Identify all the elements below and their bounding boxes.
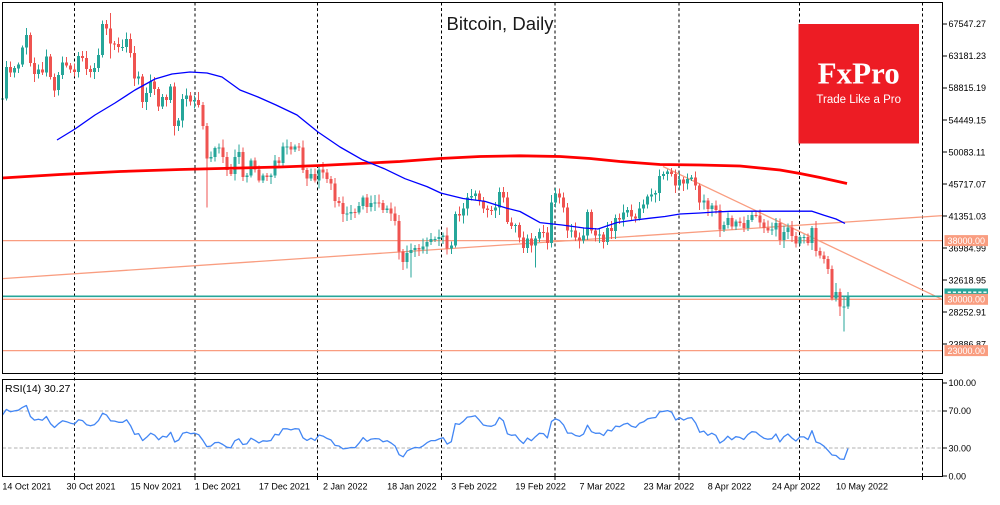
svg-text:45717.07: 45717.07: [949, 179, 987, 189]
svg-text:10 May 2022: 10 May 2022: [836, 482, 888, 492]
svg-text:Trade Like a Pro: Trade Like a Pro: [816, 94, 901, 106]
svg-text:67547.27: 67547.27: [949, 19, 987, 29]
svg-text:30.00: 30.00: [949, 443, 972, 453]
svg-text:100.00: 100.00: [949, 378, 977, 388]
svg-text:28252.91: 28252.91: [949, 307, 987, 317]
svg-text:30000.00: 30000.00: [948, 295, 986, 305]
svg-text:70.00: 70.00: [949, 406, 972, 416]
svg-text:30 Oct 2021: 30 Oct 2021: [67, 482, 116, 492]
svg-text:FxPro: FxPro: [818, 56, 900, 91]
svg-text:7 Mar 2022: 7 Mar 2022: [580, 482, 626, 492]
svg-text:RSI(14) 30.27: RSI(14) 30.27: [5, 383, 71, 395]
svg-text:2 Jan 2022: 2 Jan 2022: [323, 482, 368, 492]
svg-text:63181.23: 63181.23: [949, 51, 987, 61]
svg-text:38000.00: 38000.00: [948, 236, 986, 246]
svg-text:54449.15: 54449.15: [949, 115, 987, 125]
svg-text:32618.95: 32618.95: [949, 275, 987, 285]
svg-text:Bitcoin, Daily: Bitcoin, Daily: [447, 13, 555, 34]
svg-text:58815.19: 58815.19: [949, 83, 987, 93]
svg-text:41351.03: 41351.03: [949, 211, 987, 221]
svg-text:23 Mar 2022: 23 Mar 2022: [644, 482, 695, 492]
svg-text:36984.99: 36984.99: [949, 243, 987, 253]
svg-text:19 Feb 2022: 19 Feb 2022: [515, 482, 566, 492]
svg-text:24 Apr 2022: 24 Apr 2022: [772, 482, 821, 492]
svg-text:17 Dec 2021: 17 Dec 2021: [259, 482, 310, 492]
svg-text:3 Feb 2022: 3 Feb 2022: [451, 482, 497, 492]
svg-text:23886.87: 23886.87: [949, 339, 987, 349]
svg-text:0.00: 0.00: [949, 471, 967, 481]
svg-text:15 Nov 2021: 15 Nov 2021: [131, 482, 182, 492]
svg-text:8 Apr 2022: 8 Apr 2022: [708, 482, 752, 492]
svg-text:14 Oct 2021: 14 Oct 2021: [2, 482, 51, 492]
svg-text:50083.11: 50083.11: [949, 147, 986, 157]
svg-text:23000.00: 23000.00: [948, 346, 986, 356]
svg-text:18 Jan 2022: 18 Jan 2022: [387, 482, 437, 492]
svg-text:1 Dec 2021: 1 Dec 2021: [195, 482, 241, 492]
